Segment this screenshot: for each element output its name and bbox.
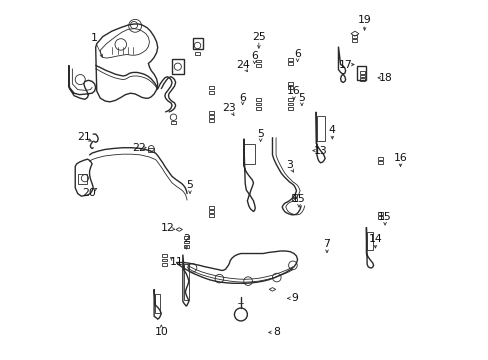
Bar: [183, 264, 188, 300]
Text: 22: 22: [132, 143, 145, 153]
Bar: [287, 103, 292, 105]
Text: 6: 6: [294, 49, 301, 59]
Text: 6: 6: [239, 93, 245, 103]
Text: 16: 16: [393, 153, 407, 163]
Text: 20: 20: [82, 188, 96, 198]
Bar: [256, 59, 261, 62]
Bar: [244, 144, 254, 164]
Bar: [208, 215, 214, 217]
Bar: [183, 245, 188, 248]
Bar: [208, 206, 214, 209]
Bar: [357, 66, 366, 80]
Bar: [172, 59, 183, 74]
Text: 15: 15: [291, 194, 305, 204]
Text: 7: 7: [323, 239, 330, 249]
Text: 15: 15: [377, 212, 391, 221]
Bar: [377, 216, 382, 219]
Text: 8: 8: [273, 327, 280, 337]
Bar: [287, 62, 292, 65]
Bar: [78, 174, 86, 184]
Text: 24: 24: [235, 60, 249, 70]
Text: 6: 6: [251, 51, 258, 61]
Text: 21: 21: [77, 132, 91, 142]
Text: 3: 3: [285, 160, 292, 170]
Bar: [377, 161, 382, 164]
Text: 2: 2: [183, 234, 189, 244]
Bar: [171, 121, 176, 124]
Bar: [183, 240, 188, 243]
Bar: [377, 212, 382, 215]
Bar: [208, 86, 214, 89]
Bar: [287, 98, 292, 101]
Bar: [148, 148, 154, 152]
Text: 5: 5: [186, 180, 193, 190]
Bar: [162, 254, 167, 257]
Bar: [155, 294, 160, 314]
Bar: [359, 71, 364, 74]
Bar: [292, 194, 297, 197]
Text: 17: 17: [338, 59, 352, 69]
Bar: [366, 232, 372, 250]
Text: 11: 11: [169, 257, 183, 267]
Text: 1: 1: [90, 33, 97, 43]
Bar: [162, 258, 167, 261]
Bar: [377, 157, 382, 160]
Text: 4: 4: [328, 125, 335, 135]
Bar: [208, 115, 214, 118]
Bar: [316, 116, 324, 140]
Bar: [287, 107, 292, 110]
Text: 10: 10: [154, 327, 168, 337]
Bar: [256, 98, 261, 101]
Text: 5: 5: [257, 129, 264, 139]
Bar: [256, 107, 261, 110]
Bar: [287, 58, 292, 60]
Text: 12: 12: [160, 224, 174, 233]
Bar: [287, 86, 292, 89]
Bar: [162, 263, 167, 266]
Bar: [208, 210, 214, 213]
Bar: [208, 111, 214, 114]
Text: 25: 25: [251, 32, 265, 41]
Bar: [292, 198, 297, 201]
Text: 9: 9: [291, 293, 298, 303]
Bar: [359, 78, 364, 81]
Bar: [352, 39, 357, 41]
Bar: [183, 236, 188, 239]
Bar: [287, 82, 292, 85]
Text: 16: 16: [286, 86, 300, 96]
Bar: [192, 38, 202, 49]
Text: 13: 13: [313, 145, 327, 156]
Bar: [208, 120, 214, 122]
Text: 23: 23: [222, 103, 236, 113]
Bar: [195, 52, 200, 55]
Text: 18: 18: [379, 73, 392, 83]
Bar: [352, 35, 357, 38]
Bar: [359, 75, 364, 77]
Bar: [256, 64, 261, 67]
Bar: [208, 91, 214, 94]
Text: 5: 5: [298, 93, 305, 103]
Text: 19: 19: [357, 15, 371, 26]
Bar: [256, 103, 261, 105]
Text: 14: 14: [368, 234, 382, 244]
